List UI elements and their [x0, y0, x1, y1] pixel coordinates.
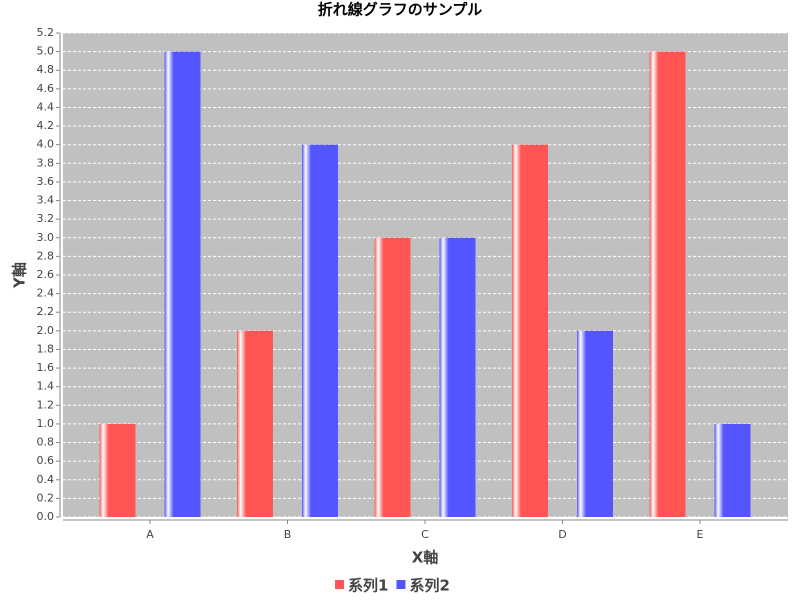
y-tick-label: 3.4 — [37, 194, 55, 207]
bar — [302, 144, 338, 517]
legend-swatch — [335, 580, 344, 589]
y-tick-label: 2.8 — [37, 249, 55, 262]
legend-label: 系列2 — [409, 577, 449, 595]
x-tick-label: B — [284, 528, 292, 541]
y-tick-label: 3.2 — [37, 212, 55, 225]
y-tick-label: 0.8 — [37, 436, 55, 449]
y-tick-label: 2.2 — [37, 305, 55, 318]
bar — [714, 423, 751, 517]
y-tick-label: 3.0 — [37, 231, 55, 244]
y-tick-label: 0.0 — [37, 510, 55, 523]
y-tick-label: 4.8 — [37, 63, 55, 76]
y-tick-label: 2.6 — [37, 268, 55, 281]
bar — [649, 51, 686, 517]
y-tick-label: 1.8 — [37, 342, 55, 355]
x-axis-label: X軸 — [412, 549, 439, 567]
bar — [577, 330, 613, 517]
bar — [99, 423, 136, 517]
y-tick-label: 2.4 — [37, 287, 55, 300]
y-tick-label: 0.6 — [37, 454, 55, 467]
y-tick-label: 5.0 — [37, 45, 55, 58]
y-axis-label: Y軸 — [11, 262, 29, 289]
y-tick-label: 4.6 — [37, 82, 55, 95]
bar — [164, 51, 201, 517]
y-tick-label: 2.0 — [37, 324, 55, 337]
y-tick-label: 0.2 — [37, 491, 55, 504]
y-tick-label: 1.2 — [37, 398, 55, 411]
y-tick-label: 3.6 — [37, 175, 55, 188]
y-tick-label: 1.6 — [37, 361, 55, 374]
legend-swatch — [396, 580, 406, 589]
y-tick-label: 4.0 — [37, 138, 55, 151]
y-tick-label: 4.2 — [37, 119, 55, 132]
y-tick-label: 3.8 — [37, 156, 55, 169]
y-tick-label: 1.0 — [37, 417, 55, 430]
x-tick-label: A — [146, 528, 154, 541]
y-tick-label: 1.4 — [37, 380, 55, 393]
y-tick-label: 5.2 — [37, 26, 55, 39]
y-tick-label: 4.4 — [37, 100, 55, 113]
x-tick-label: C — [421, 528, 429, 541]
bar — [237, 330, 273, 517]
x-tick-label: D — [558, 528, 566, 541]
legend-label: 系列1 — [348, 577, 388, 595]
bar — [439, 237, 476, 517]
y-tick-label: 0.4 — [37, 473, 55, 486]
chart-title: 折れ線グラフのサンプル — [318, 1, 483, 19]
bar — [512, 144, 548, 517]
bar — [374, 237, 411, 517]
x-tick-label: E — [697, 528, 704, 541]
